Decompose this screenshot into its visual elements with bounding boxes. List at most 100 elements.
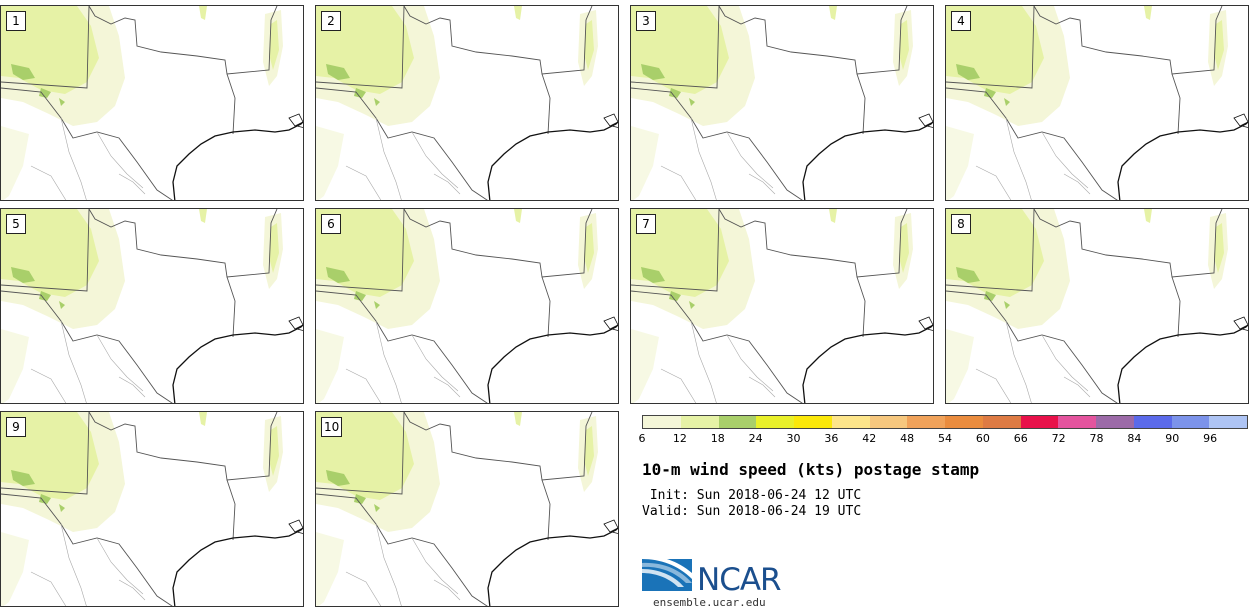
member-number: 10 — [321, 417, 343, 437]
gulf-islands — [288, 519, 303, 534]
gulf-islands — [1233, 113, 1248, 128]
colorbar-tick-label: 48 — [900, 432, 915, 445]
colorbar-segment-14 — [1133, 416, 1172, 428]
colorbar-tick-label: 30 — [786, 432, 801, 445]
colorbar-tick-label: 24 — [748, 432, 763, 445]
colorbar-segment-16 — [1209, 416, 1247, 428]
colorbar-segment-11 — [1020, 416, 1059, 428]
wind-map — [631, 209, 933, 403]
gulf-islands — [603, 316, 618, 331]
member-number: 2 — [321, 11, 341, 31]
wind-field — [1, 412, 283, 606]
colorbar-tick-label: 54 — [938, 432, 952, 445]
mexico-states — [345, 117, 461, 200]
map-panel-2: 2 — [315, 5, 619, 201]
colorbar-tick-label: 72 — [1051, 432, 1066, 445]
gulf-islands — [603, 519, 618, 534]
colorbar-segment-7 — [869, 416, 908, 428]
gulf-islands — [603, 113, 618, 128]
wind-map — [1, 209, 303, 403]
coastline — [172, 324, 303, 403]
colorbar-tick-label: 90 — [1165, 432, 1180, 445]
colorbar-segment-10 — [982, 416, 1021, 428]
borders — [946, 6, 1223, 200]
wind-map — [1, 6, 303, 200]
map-panel-4: 4 — [945, 5, 1249, 201]
gulf-islands — [918, 316, 933, 331]
mexico-states — [975, 117, 1091, 200]
mexico-states — [345, 523, 461, 606]
mexico-states — [30, 320, 146, 403]
colorbar-segment-12 — [1058, 416, 1096, 428]
wind-field — [946, 209, 1228, 403]
colorbar-tick-label: 60 — [975, 432, 990, 445]
coastline — [1117, 121, 1248, 200]
colorbar-tick-labels: 6 12 18 24 30 36 42 48 54 60 66 72 78 84 90 96 — [639, 432, 1248, 448]
coastline — [802, 324, 933, 403]
init-time: Init: Sun 2018-06-24 12 UTC — [642, 488, 862, 503]
wind-map — [316, 209, 618, 403]
colorbar-tick-label: 66 — [1013, 432, 1028, 445]
coastline — [487, 324, 618, 403]
logo-wordmark: NCAR — [697, 562, 782, 598]
colorbar-tick-label: 12 — [672, 432, 687, 445]
colorbar-tick-label: 18 — [710, 432, 725, 445]
colorbar-segment-8 — [907, 416, 945, 428]
colorbar-segment-15 — [1171, 416, 1210, 428]
wind-map — [946, 6, 1248, 200]
colorbar-tick-label: 96 — [1203, 432, 1218, 445]
member-number: 5 — [6, 214, 26, 234]
colorbar-tick-label: 36 — [824, 432, 839, 445]
gulf-islands — [918, 113, 933, 128]
colorbar-segment-9 — [945, 416, 983, 428]
member-number: 6 — [321, 214, 341, 234]
map-panel-10: 10 — [315, 411, 619, 607]
mexico-states — [975, 320, 1091, 403]
member-number: 8 — [951, 214, 971, 234]
wind-map — [316, 6, 618, 200]
member-number: 1 — [6, 11, 26, 31]
colorbar-segment-5 — [794, 416, 832, 428]
colorbar — [642, 415, 1248, 429]
wind-field — [316, 6, 598, 200]
wind-field — [946, 6, 1228, 200]
colorbar-tick-label: 42 — [862, 432, 877, 445]
coastline — [172, 527, 303, 606]
wind-field — [1, 6, 283, 200]
mexico-states — [345, 320, 461, 403]
wind-map — [946, 209, 1248, 403]
colorbar-segment-1 — [643, 416, 681, 428]
valid-time: Valid: Sun 2018-06-24 19 UTC — [642, 504, 862, 519]
figure-title: 10-m wind speed (kts) postage stamp — [642, 460, 980, 479]
colorbar-segment-4 — [756, 416, 794, 428]
colorbar-tick-label: 84 — [1127, 432, 1142, 445]
colorbar-segment-13 — [1096, 416, 1134, 428]
logo-url: ensemble.ucar.edu — [653, 596, 766, 609]
colorbar-tick-label: 78 — [1089, 432, 1104, 445]
wind-field — [631, 209, 913, 403]
mexico-states — [30, 523, 146, 606]
mexico-states — [660, 320, 776, 403]
mexico-states — [660, 117, 776, 200]
coastline — [487, 527, 618, 606]
member-number: 3 — [636, 11, 656, 31]
wind-map — [631, 6, 933, 200]
mexico-states — [30, 117, 146, 200]
map-panel-5: 5 — [0, 208, 304, 404]
map-panel-9: 9 — [0, 411, 304, 607]
coastline — [487, 121, 618, 200]
coastline — [802, 121, 933, 200]
wind-map — [316, 412, 618, 606]
member-number: 4 — [951, 11, 971, 31]
map-panel-3: 3 — [630, 5, 934, 201]
colorbar-segment-6 — [831, 416, 870, 428]
map-panel-1: 1 — [0, 5, 304, 201]
map-panel-7: 7 — [630, 208, 934, 404]
member-number: 9 — [6, 417, 26, 437]
colorbar-segment-2 — [680, 416, 719, 428]
wind-map — [1, 412, 303, 606]
colorbar-segment-3 — [718, 416, 757, 428]
gulf-islands — [288, 113, 303, 128]
wind-field — [316, 209, 598, 403]
gulf-islands — [1233, 316, 1248, 331]
